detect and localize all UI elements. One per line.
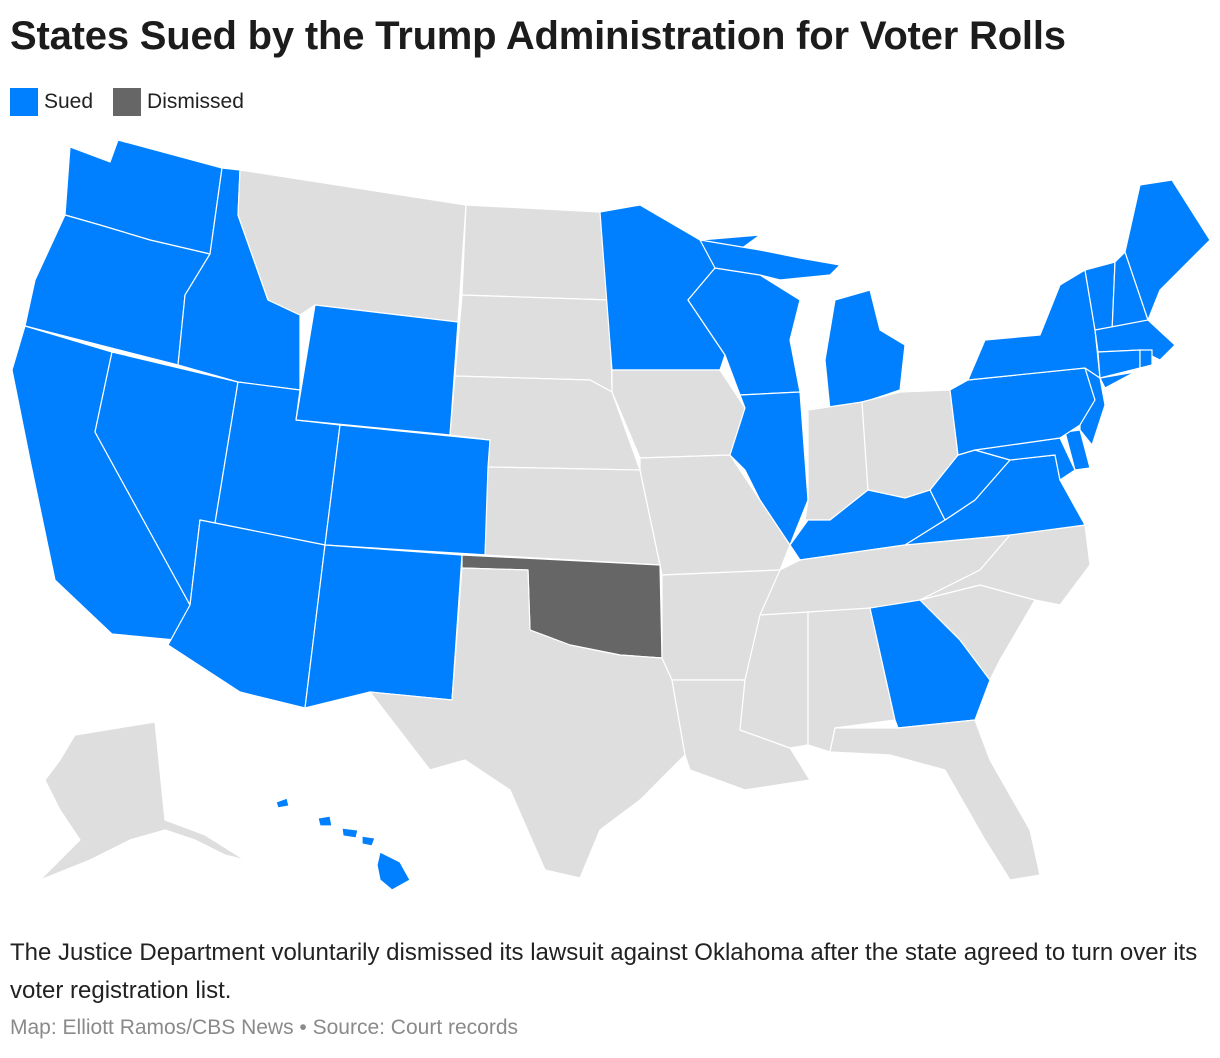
- state-hi: [275, 797, 411, 891]
- state-fl: [829, 719, 1041, 881]
- state-co: [324, 424, 491, 556]
- state-nm: [304, 544, 463, 709]
- state-ct: [1097, 349, 1141, 379]
- legend: Sued Dismissed: [10, 88, 264, 116]
- us-map: [11, 139, 1211, 891]
- state-tx: [369, 567, 686, 879]
- state-de: [1064, 429, 1091, 471]
- legend-item-sued: Sued: [10, 88, 93, 116]
- legend-label-sued: Sued: [44, 90, 94, 113]
- chart-title: States Sued by the Trump Administration …: [10, 14, 1066, 58]
- legend-swatch-sued: [10, 88, 38, 116]
- state-ak: [39, 721, 246, 881]
- state-mt: [237, 169, 467, 323]
- legend-label-dismissed: Dismissed: [147, 90, 244, 113]
- legend-item-dismissed: Dismissed: [113, 88, 244, 116]
- state-nd: [461, 204, 611, 301]
- credit-line: Map: Elliott Ramos/CBS News • Source: Co…: [10, 1016, 519, 1039]
- state-mi: [699, 239, 906, 411]
- state-wy: [295, 304, 459, 436]
- caption: The Justice Department voluntarily dismi…: [10, 939, 1198, 1004]
- state-ri: [1139, 349, 1153, 369]
- state-nj: [1079, 367, 1106, 446]
- state-ks: [484, 466, 661, 566]
- state-ia: [611, 369, 746, 459]
- state-il: [729, 391, 809, 546]
- legend-swatch-dismissed: [113, 88, 142, 116]
